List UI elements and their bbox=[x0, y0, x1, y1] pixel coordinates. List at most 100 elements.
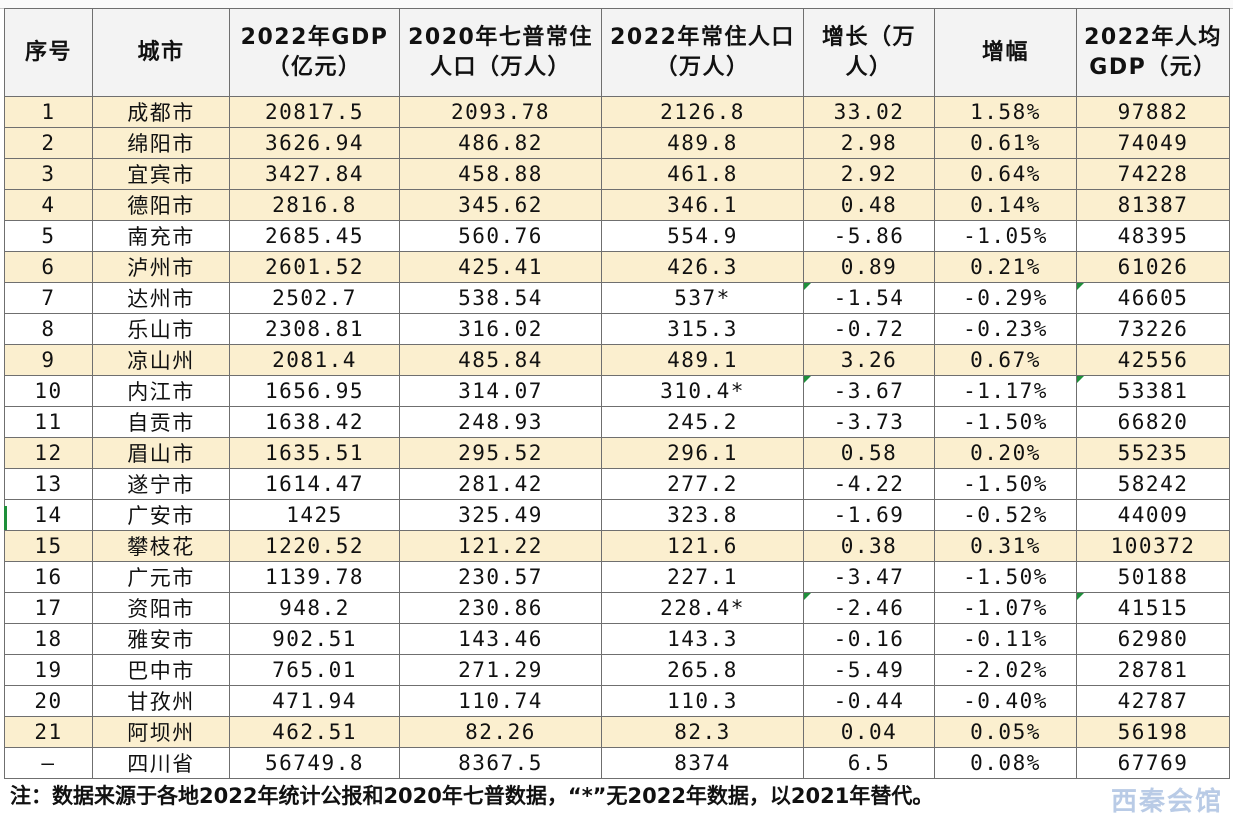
cell-no[interactable]: 20 bbox=[4, 685, 93, 717]
cell-no[interactable]: 6 bbox=[4, 251, 93, 283]
cell-rate[interactable]: 0.21% bbox=[934, 251, 1077, 283]
cell-pergdp[interactable]: 61026 bbox=[1076, 251, 1230, 283]
cell-pop2020[interactable]: 458.88 bbox=[399, 158, 602, 190]
cell-growth[interactable]: -3.73 bbox=[803, 406, 935, 438]
cell-city[interactable]: 南充市 bbox=[92, 220, 230, 252]
cell-gdp[interactable]: 2308.81 bbox=[229, 313, 400, 345]
cell-rate[interactable]: -1.05% bbox=[934, 220, 1077, 252]
cell-pop2022[interactable]: 346.1 bbox=[601, 189, 804, 221]
cell-no[interactable]: 4 bbox=[4, 189, 93, 221]
cell-rate[interactable]: -0.23% bbox=[934, 313, 1077, 345]
cell-no[interactable]: 19 bbox=[4, 654, 93, 686]
cell-growth[interactable]: -3.47 bbox=[803, 561, 935, 593]
cell-growth[interactable]: 2.92 bbox=[803, 158, 935, 190]
cell-city[interactable]: 德阳市 bbox=[92, 189, 230, 221]
cell-growth[interactable]: -3.67 bbox=[803, 375, 935, 407]
cell-rate[interactable]: -1.50% bbox=[934, 406, 1077, 438]
cell-pop2020[interactable]: 345.62 bbox=[399, 189, 602, 221]
cell-city[interactable]: 绵阳市 bbox=[92, 127, 230, 159]
cell-rate[interactable]: 0.20% bbox=[934, 437, 1077, 469]
cell-pop2022[interactable]: 489.8 bbox=[601, 127, 804, 159]
cell-pergdp[interactable]: 44009 bbox=[1076, 499, 1230, 531]
cell-pergdp[interactable]: 28781 bbox=[1076, 654, 1230, 686]
cell-pop2022[interactable]: 121.6 bbox=[601, 530, 804, 562]
cell-pop2020[interactable]: 230.86 bbox=[399, 592, 602, 624]
cell-pop2020[interactable]: 325.49 bbox=[399, 499, 602, 531]
cell-pergdp[interactable]: 81387 bbox=[1076, 189, 1230, 221]
cell-pop2022[interactable]: 277.2 bbox=[601, 468, 804, 500]
comment-indicator-icon[interactable] bbox=[804, 593, 811, 600]
cell-growth[interactable]: -5.86 bbox=[803, 220, 935, 252]
cell-pop2022[interactable]: 245.2 bbox=[601, 406, 804, 438]
cell-gdp[interactable]: 2502.7 bbox=[229, 282, 400, 314]
cell-growth[interactable]: 0.04 bbox=[803, 716, 935, 748]
cell-growth[interactable]: 2.98 bbox=[803, 127, 935, 159]
cell-pop2020[interactable]: 248.93 bbox=[399, 406, 602, 438]
cell-gdp[interactable]: 462.51 bbox=[229, 716, 400, 748]
cell-rate[interactable]: -0.40% bbox=[934, 685, 1077, 717]
cell-pop2020[interactable]: 82.26 bbox=[399, 716, 602, 748]
cell-pop2022[interactable]: 426.3 bbox=[601, 251, 804, 283]
cell-pop2020[interactable]: 8367.5 bbox=[399, 747, 602, 779]
cell-pop2022[interactable]: 2126.8 bbox=[601, 96, 804, 128]
cell-no[interactable]: 3 bbox=[4, 158, 93, 190]
cell-no[interactable]: 13 bbox=[4, 468, 93, 500]
cell-pop2022[interactable]: 296.1 bbox=[601, 437, 804, 469]
cell-gdp[interactable]: 2816.8 bbox=[229, 189, 400, 221]
cell-pop2022[interactable]: 554.9 bbox=[601, 220, 804, 252]
cell-rate[interactable]: 0.08% bbox=[934, 747, 1077, 779]
cell-growth[interactable]: 6.5 bbox=[803, 747, 935, 779]
header-pergdp[interactable]: 2022年人均GDP（元） bbox=[1076, 8, 1230, 97]
cell-rate[interactable]: 0.61% bbox=[934, 127, 1077, 159]
cell-pop2022[interactable]: 310.4* bbox=[601, 375, 804, 407]
cell-gdp[interactable]: 56749.8 bbox=[229, 747, 400, 779]
cell-city[interactable]: 四川省 bbox=[92, 747, 230, 779]
cell-pop2022[interactable]: 228.4* bbox=[601, 592, 804, 624]
comment-indicator-icon[interactable] bbox=[804, 376, 811, 383]
cell-pop2022[interactable]: 8374 bbox=[601, 747, 804, 779]
cell-growth[interactable]: 0.38 bbox=[803, 530, 935, 562]
cell-gdp[interactable]: 1638.42 bbox=[229, 406, 400, 438]
cell-rate[interactable]: 0.67% bbox=[934, 344, 1077, 376]
cell-pergdp[interactable]: 50188 bbox=[1076, 561, 1230, 593]
cell-growth[interactable]: -0.72 bbox=[803, 313, 935, 345]
cell-pergdp[interactable]: 74049 bbox=[1076, 127, 1230, 159]
cell-pergdp[interactable]: 55235 bbox=[1076, 437, 1230, 469]
cell-pergdp[interactable]: 42556 bbox=[1076, 344, 1230, 376]
cell-gdp[interactable]: 2081.4 bbox=[229, 344, 400, 376]
cell-city[interactable]: 阿坝州 bbox=[92, 716, 230, 748]
cell-growth[interactable]: 33.02 bbox=[803, 96, 935, 128]
cell-city[interactable]: 泸州市 bbox=[92, 251, 230, 283]
cell-growth[interactable]: -2.46 bbox=[803, 592, 935, 624]
comment-indicator-icon[interactable] bbox=[1077, 376, 1084, 383]
cell-gdp[interactable]: 20817.5 bbox=[229, 96, 400, 128]
cell-rate[interactable]: 0.14% bbox=[934, 189, 1077, 221]
cell-city[interactable]: 遂宁市 bbox=[92, 468, 230, 500]
cell-pergdp[interactable]: 100372 bbox=[1076, 530, 1230, 562]
cell-pop2020[interactable]: 2093.78 bbox=[399, 96, 602, 128]
header-pop2022[interactable]: 2022年常住人口（万人） bbox=[601, 8, 804, 97]
cell-gdp[interactable]: 2601.52 bbox=[229, 251, 400, 283]
cell-growth[interactable]: -1.69 bbox=[803, 499, 935, 531]
cell-gdp[interactable]: 948.2 bbox=[229, 592, 400, 624]
cell-pergdp[interactable]: 42787 bbox=[1076, 685, 1230, 717]
cell-rate[interactable]: -2.02% bbox=[934, 654, 1077, 686]
cell-city[interactable]: 巴中市 bbox=[92, 654, 230, 686]
cell-gdp[interactable]: 3427.84 bbox=[229, 158, 400, 190]
cell-pop2022[interactable]: 227.1 bbox=[601, 561, 804, 593]
cell-growth[interactable]: -5.49 bbox=[803, 654, 935, 686]
cell-no[interactable]: 5 bbox=[4, 220, 93, 252]
cell-rate[interactable]: 0.64% bbox=[934, 158, 1077, 190]
cell-city[interactable]: 宜宾市 bbox=[92, 158, 230, 190]
cell-city[interactable]: 内江市 bbox=[92, 375, 230, 407]
cell-no[interactable]: 21 bbox=[4, 716, 93, 748]
cell-pergdp[interactable]: 46605 bbox=[1076, 282, 1230, 314]
cell-pergdp[interactable]: 58242 bbox=[1076, 468, 1230, 500]
cell-rate[interactable]: -0.52% bbox=[934, 499, 1077, 531]
header-gdp[interactable]: 2022年GDP（亿元） bbox=[229, 8, 400, 97]
cell-pop2020[interactable]: 316.02 bbox=[399, 313, 602, 345]
cell-growth[interactable]: 3.26 bbox=[803, 344, 935, 376]
cell-pop2020[interactable]: 271.29 bbox=[399, 654, 602, 686]
cell-rate[interactable]: -1.50% bbox=[934, 561, 1077, 593]
cell-no[interactable]: 10 bbox=[4, 375, 93, 407]
